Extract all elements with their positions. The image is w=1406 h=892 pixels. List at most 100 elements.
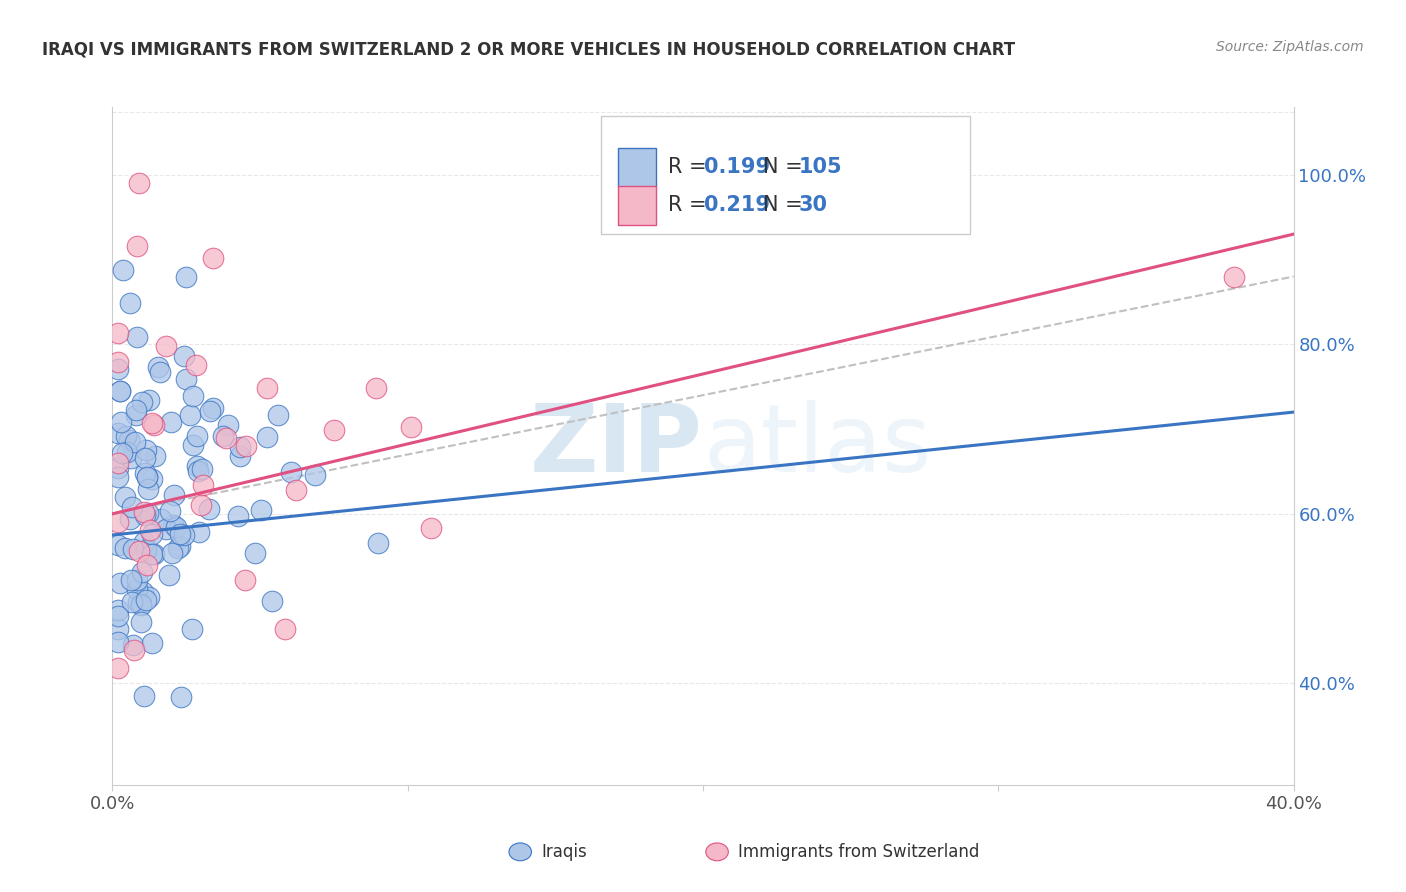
Point <box>131 395 153 409</box>
Point <box>141 547 163 561</box>
Point <box>139 523 162 537</box>
Point <box>366 381 388 395</box>
Point <box>107 470 129 484</box>
Point <box>107 461 129 475</box>
Point <box>125 239 148 253</box>
Point <box>128 177 150 191</box>
Point <box>124 408 146 422</box>
Point <box>184 359 207 373</box>
Point <box>190 462 212 476</box>
Point <box>125 402 148 417</box>
Point <box>110 415 132 429</box>
Point <box>134 508 156 522</box>
Point <box>243 546 266 560</box>
Text: R =: R = <box>668 157 713 178</box>
Point <box>110 384 132 398</box>
Point <box>202 251 225 265</box>
Point <box>107 661 129 675</box>
Point <box>121 573 143 587</box>
Point <box>125 582 148 596</box>
Point <box>174 372 197 386</box>
Point <box>128 544 150 558</box>
Point <box>121 500 143 514</box>
Point <box>167 541 190 555</box>
Point <box>186 428 208 442</box>
Point <box>256 430 278 444</box>
Point <box>114 490 136 504</box>
Point <box>218 418 240 433</box>
Point <box>107 603 129 617</box>
Point <box>190 498 212 512</box>
Point <box>169 539 191 553</box>
Text: IRAQI VS IMMIGRANTS FROM SWITZERLAND 2 OR MORE VEHICLES IN HOUSEHOLD CORRELATION: IRAQI VS IMMIGRANTS FROM SWITZERLAND 2 O… <box>42 40 1015 58</box>
Point <box>125 573 148 587</box>
Point <box>229 449 252 463</box>
Point <box>322 423 344 437</box>
Point <box>141 527 163 541</box>
Point <box>107 354 129 368</box>
Point <box>280 465 302 479</box>
Point <box>134 534 156 549</box>
Point <box>108 576 131 591</box>
Point <box>107 515 129 529</box>
Point <box>160 546 183 560</box>
Point <box>228 508 250 523</box>
Point <box>135 542 157 557</box>
Point <box>134 466 156 480</box>
Text: R =: R = <box>668 195 713 215</box>
Point <box>141 636 163 650</box>
Point <box>250 502 273 516</box>
Point <box>233 573 256 587</box>
Point <box>155 339 177 353</box>
Point <box>138 591 160 605</box>
Point <box>108 384 131 399</box>
Point <box>420 521 443 535</box>
Text: atlas: atlas <box>703 400 931 492</box>
Point <box>118 512 141 526</box>
Point <box>146 359 169 374</box>
Point <box>129 615 152 630</box>
Point <box>401 420 423 434</box>
Point <box>155 522 177 536</box>
Point <box>162 488 184 502</box>
Point <box>180 622 202 636</box>
Point <box>162 517 184 532</box>
Point <box>284 483 307 497</box>
Point <box>135 470 157 484</box>
Point <box>121 595 143 609</box>
Point <box>127 594 149 608</box>
Point <box>134 451 156 466</box>
Point <box>173 349 195 363</box>
Point <box>149 365 172 379</box>
Point <box>107 456 129 470</box>
Point <box>141 416 163 430</box>
Point <box>143 449 166 463</box>
Point <box>107 425 129 440</box>
Point <box>107 608 129 623</box>
Text: 0.199: 0.199 <box>704 157 770 178</box>
Point <box>136 470 159 484</box>
Point <box>129 599 152 613</box>
Point <box>107 362 129 376</box>
Point <box>111 446 134 460</box>
Point <box>304 468 326 483</box>
Point <box>135 443 157 458</box>
Point <box>181 389 204 403</box>
Point <box>193 477 215 491</box>
Point <box>120 451 142 466</box>
Point <box>132 505 155 519</box>
Point <box>165 519 187 533</box>
Text: N =: N = <box>763 195 810 215</box>
Point <box>267 408 290 422</box>
Point <box>122 541 145 556</box>
Point <box>141 471 163 485</box>
Text: 0.219: 0.219 <box>704 195 770 215</box>
Point <box>186 459 208 474</box>
Point <box>173 528 195 542</box>
Point <box>187 464 209 478</box>
Text: Source: ZipAtlas.com: Source: ZipAtlas.com <box>1216 40 1364 54</box>
Point <box>142 547 165 561</box>
Point <box>274 622 297 636</box>
Point <box>138 506 160 520</box>
Point <box>135 593 157 607</box>
